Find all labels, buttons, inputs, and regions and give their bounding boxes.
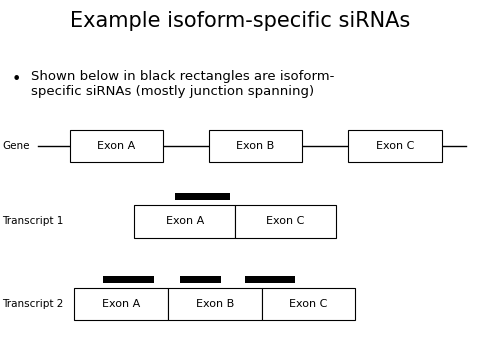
Bar xyxy=(209,130,302,162)
Text: •: • xyxy=(12,72,22,87)
Bar xyxy=(134,205,235,238)
Text: Shown below in black rectangles are isoform-: Shown below in black rectangles are isof… xyxy=(31,70,335,83)
Bar xyxy=(134,205,336,238)
Text: Transcript 2: Transcript 2 xyxy=(2,299,64,309)
Bar xyxy=(74,288,168,320)
Text: Transcript 1: Transcript 1 xyxy=(2,216,64,226)
Bar xyxy=(262,288,355,320)
Text: Exon B: Exon B xyxy=(237,141,275,151)
Bar xyxy=(103,276,154,283)
Bar xyxy=(180,276,221,283)
Text: Exon C: Exon C xyxy=(266,216,305,226)
Text: Exon C: Exon C xyxy=(289,299,327,309)
Text: Exon B: Exon B xyxy=(196,299,234,309)
Bar xyxy=(70,130,163,162)
Bar xyxy=(74,288,355,320)
Text: Exon A: Exon A xyxy=(166,216,204,226)
Bar xyxy=(168,288,262,320)
Text: Exon A: Exon A xyxy=(102,299,140,309)
Text: Exon A: Exon A xyxy=(97,141,135,151)
Bar xyxy=(175,193,230,200)
Text: Example isoform-specific siRNAs: Example isoform-specific siRNAs xyxy=(70,11,410,31)
Text: Exon C: Exon C xyxy=(376,141,414,151)
Text: specific siRNAs (mostly junction spanning): specific siRNAs (mostly junction spannin… xyxy=(31,85,314,98)
Bar xyxy=(348,130,442,162)
Bar xyxy=(235,205,336,238)
Text: Gene: Gene xyxy=(2,141,30,151)
Bar xyxy=(245,276,295,283)
